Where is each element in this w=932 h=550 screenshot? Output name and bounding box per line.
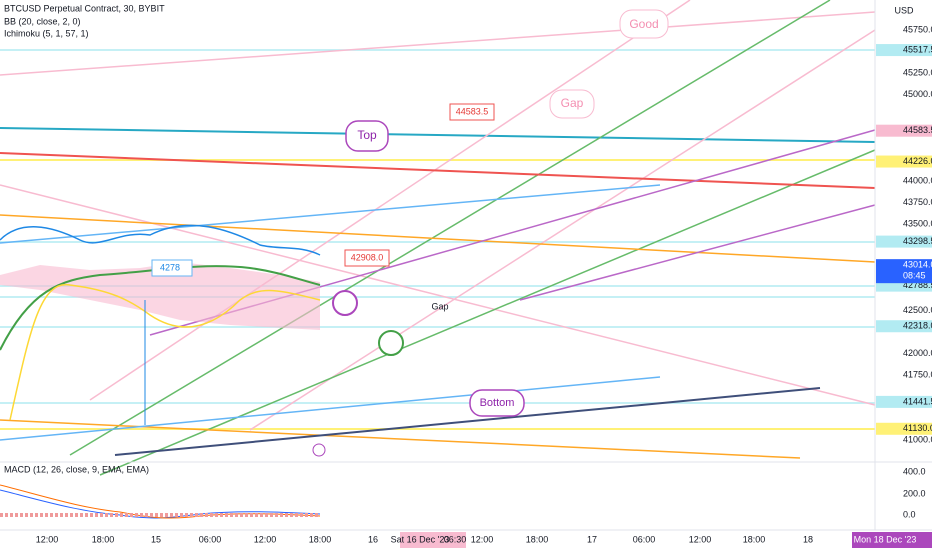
price-box bbox=[876, 320, 932, 333]
price-label: 45250.0 bbox=[903, 68, 932, 78]
trend-line bbox=[0, 152, 876, 189]
trend-line bbox=[519, 204, 876, 301]
time-label: 12:00 bbox=[254, 534, 277, 544]
currency: USD bbox=[894, 5, 914, 15]
time-label: 12:00 bbox=[36, 534, 59, 544]
annotation: 44583.5 bbox=[456, 106, 489, 116]
bottom-bubble bbox=[469, 389, 525, 417]
macd-axis-label: 400.0 bbox=[903, 466, 926, 476]
price-box bbox=[876, 155, 932, 168]
symbol-title: BTCUSD Perpetual Contract, 30, BYBIT bbox=[4, 3, 165, 13]
price-box bbox=[876, 395, 932, 408]
time-label: 18:00 bbox=[309, 534, 332, 544]
countdown: 08:45 bbox=[903, 271, 926, 281]
price-label: 45517.5 bbox=[903, 44, 932, 54]
price-label: 44226.0 bbox=[903, 156, 932, 166]
trend-line bbox=[69, 0, 831, 456]
price-box bbox=[876, 235, 932, 248]
price-label: 41441.5 bbox=[903, 396, 932, 406]
annotation: Good bbox=[629, 17, 658, 31]
flash-icon bbox=[312, 443, 326, 457]
annotation: 4278 bbox=[160, 262, 180, 272]
time-label: 18 bbox=[803, 534, 813, 544]
price-tag bbox=[449, 103, 495, 121]
time-box bbox=[852, 532, 932, 548]
time-label: 18:00 bbox=[526, 534, 549, 544]
time-label: 12:00 bbox=[471, 534, 494, 544]
top-bubble bbox=[345, 120, 389, 152]
price-tag bbox=[344, 249, 390, 267]
trend-line bbox=[114, 387, 821, 456]
bollinger-lower bbox=[9, 284, 321, 421]
macd-axis-label: 200.0 bbox=[903, 488, 926, 498]
time-label: 12:00 bbox=[689, 534, 712, 544]
good-bubble bbox=[619, 9, 669, 39]
time-label: 17 bbox=[587, 534, 597, 544]
price-label: 45750.0 bbox=[903, 24, 932, 34]
time-label: Mon 18 Dec '23 bbox=[854, 534, 917, 544]
price-label: 42000.0 bbox=[903, 348, 932, 358]
price-label: 43500.0 bbox=[903, 219, 932, 229]
price-label: 43298.5 bbox=[903, 236, 932, 246]
time-label: 06:00 bbox=[199, 534, 222, 544]
macd-title: MACD (12, 26, close, 9, EMA, EMA) bbox=[4, 464, 149, 474]
price-label: 43750.0 bbox=[903, 197, 932, 207]
time-label: 06:30 bbox=[444, 534, 467, 544]
annotation: Gap bbox=[561, 96, 584, 110]
trend-line bbox=[0, 214, 876, 263]
trend-line bbox=[0, 11, 876, 76]
level-line bbox=[0, 127, 876, 143]
neutral-icon bbox=[332, 290, 358, 316]
price-label: 42318.0 bbox=[903, 321, 932, 331]
indicator-label: Ichimoku (5, 1, 57, 1) bbox=[4, 28, 89, 38]
price-box bbox=[876, 124, 932, 137]
last-price-box bbox=[876, 259, 932, 284]
trend-line bbox=[99, 149, 876, 476]
annotation: Top bbox=[357, 128, 377, 142]
time-label: 15 bbox=[151, 534, 161, 544]
price-label: 42500.0 bbox=[903, 305, 932, 315]
price-label: 41750.0 bbox=[903, 370, 932, 380]
indicator-label: BB (20, close, 2, 0) bbox=[4, 16, 81, 26]
price-label: 41000.0 bbox=[903, 434, 932, 444]
time-box bbox=[400, 532, 466, 548]
trend-line bbox=[89, 0, 691, 401]
time-label: 18:00 bbox=[743, 534, 766, 544]
time-label: 16 bbox=[368, 534, 378, 544]
price-box bbox=[876, 422, 932, 435]
last-price: 43014.0 bbox=[903, 260, 932, 270]
price-label: 41130.0 bbox=[903, 423, 932, 433]
time-label: 18:00 bbox=[92, 534, 115, 544]
trend-line bbox=[0, 376, 661, 441]
annotation: Gap bbox=[431, 301, 448, 311]
trend-line bbox=[0, 184, 661, 244]
bollinger-upper bbox=[0, 224, 321, 256]
drawings bbox=[0, 0, 876, 476]
price-box bbox=[876, 44, 932, 57]
trend-line bbox=[0, 184, 876, 406]
price-label: 44583.5 bbox=[903, 125, 932, 135]
price-label: 45000.0 bbox=[903, 89, 932, 99]
price-label: 44000.0 bbox=[903, 175, 932, 185]
time-label: 06:00 bbox=[633, 534, 656, 544]
trend-line bbox=[0, 419, 801, 459]
gap-bubble bbox=[549, 89, 595, 119]
macd-axis-label: 0.0 bbox=[903, 509, 916, 519]
time-label: Sat 16 Dec '23 bbox=[391, 534, 450, 544]
macd-line bbox=[0, 489, 321, 519]
price-label: 42788.5 bbox=[903, 280, 932, 290]
annotation: 42908.0 bbox=[351, 252, 384, 262]
sick-icon bbox=[378, 330, 404, 356]
annotation: Bottom bbox=[480, 397, 515, 409]
price-tag bbox=[151, 259, 193, 277]
trend-line bbox=[249, 29, 876, 431]
